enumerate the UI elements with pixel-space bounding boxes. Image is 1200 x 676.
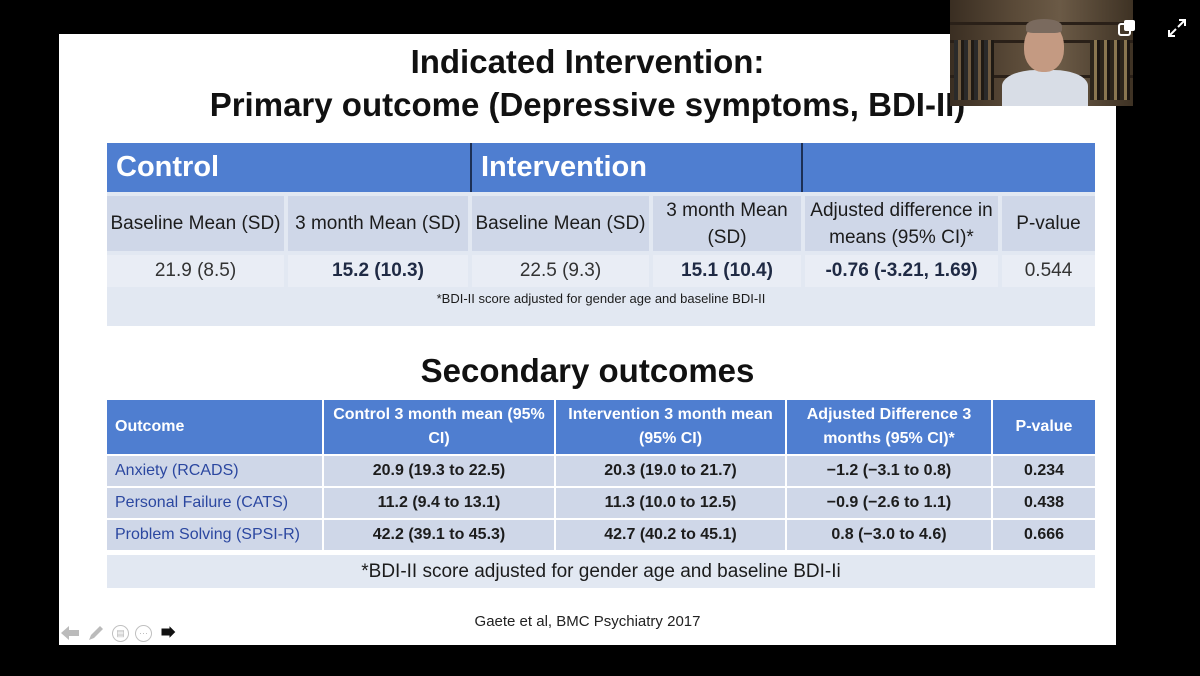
slide-title-line1: Indicated Intervention: (410, 43, 765, 80)
sec-intervention-value: 11.3 (10.0 to 12.5) (556, 488, 785, 518)
fullscreen-icon[interactable] (1162, 14, 1192, 42)
value-adjusted-difference: -0.76 (-3.21, 1.69) (805, 255, 998, 287)
sec-intervention-value: 20.3 (19.0 to 21.7) (556, 456, 785, 486)
header-divider (470, 143, 472, 192)
sec-adjusted-difference-value: 0.8 (−3.0 to 4.6) (787, 520, 991, 550)
sec-adjusted-difference-value: −1.2 (−3.1 to 0.8) (787, 456, 991, 486)
sec-header-adjusted-difference: Adjusted Difference 3 months (95% CI)* (787, 400, 991, 454)
secondary-outcomes-title: Secondary outcomes (420, 352, 755, 389)
col-header-control-3month: 3 month Mean (SD) (288, 196, 468, 251)
col-header-control-baseline: Baseline Mean (SD) (107, 196, 284, 251)
value-control-3month: 15.2 (10.3) (288, 255, 468, 287)
group-header-intervention: Intervention (472, 143, 801, 192)
citation: Gaete et al, BMC Psychiatry 2017 (474, 613, 701, 630)
sec-pvalue: 0.438 (993, 488, 1095, 518)
sec-control-value: 11.2 (9.4 to 13.1) (324, 488, 554, 518)
sec-pvalue: 0.666 (993, 520, 1095, 550)
sec-outcome-name: Problem Solving (SPSI-R) (107, 520, 322, 550)
sec-header-intervention: Intervention 3 month mean (95% CI) (556, 400, 785, 454)
header-divider (801, 143, 803, 192)
sec-header-control: Control 3 month mean (95% CI) (324, 400, 554, 454)
col-header-adjusted-difference: Adjusted difference in means (95% CI)* (805, 196, 998, 251)
sec-header-pvalue: P-value (993, 400, 1095, 454)
secondary-footnote: *BDI-II score adjusted for gender age an… (107, 555, 1095, 588)
more-icon[interactable]: ··· (135, 624, 152, 642)
primary-outcome-table: Control Intervention Baseline Mean (SD) … (107, 143, 1095, 326)
group-header-control: Control (107, 143, 470, 192)
sec-control-value: 42.2 (39.1 to 45.3) (324, 520, 554, 550)
sec-adjusted-difference-value: −0.9 (−2.6 to 1.1) (787, 488, 991, 518)
col-header-intervention-3month: 3 month Mean (SD) (653, 196, 801, 251)
slide-controls: ▤ ··· (60, 620, 178, 646)
slide-title: Indicated Intervention: Primary outcome … (59, 40, 1116, 126)
sec-outcome-name: Anxiety (RCADS) (107, 456, 322, 486)
value-pvalue: 0.544 (1002, 255, 1095, 287)
pen-icon[interactable] (86, 623, 106, 643)
presentation-slide: Indicated Intervention: Primary outcome … (59, 34, 1116, 645)
sec-header-outcome: Outcome (107, 400, 322, 454)
col-header-pvalue: P-value (1002, 196, 1095, 251)
value-intervention-baseline: 22.5 (9.3) (472, 255, 649, 287)
sec-control-value: 20.9 (19.3 to 22.5) (324, 456, 554, 486)
sec-intervention-value: 42.7 (40.2 to 45.1) (556, 520, 785, 550)
slide-title-line2: Primary outcome (Depressive symptoms, BD… (209, 86, 966, 123)
col-header-intervention-baseline: Baseline Mean (SD) (472, 196, 649, 251)
presenter-webcam (950, 0, 1133, 106)
value-intervention-3month: 15.1 (10.4) (653, 255, 801, 287)
popout-icon[interactable] (1112, 14, 1142, 42)
pointer-icon[interactable] (158, 623, 178, 643)
secondary-outcome-table: Outcome Control 3 month mean (95% CI) In… (107, 400, 1095, 588)
primary-footnote: *BDI-II score adjusted for gender age an… (436, 291, 766, 306)
arrow-left-icon[interactable] (60, 623, 80, 643)
sec-outcome-name: Personal Failure (CATS) (107, 488, 322, 518)
value-control-baseline: 21.9 (8.5) (107, 255, 284, 287)
group-header-blank (803, 143, 1095, 192)
sec-pvalue: 0.234 (993, 456, 1095, 486)
slides-icon[interactable]: ▤ (112, 624, 129, 642)
